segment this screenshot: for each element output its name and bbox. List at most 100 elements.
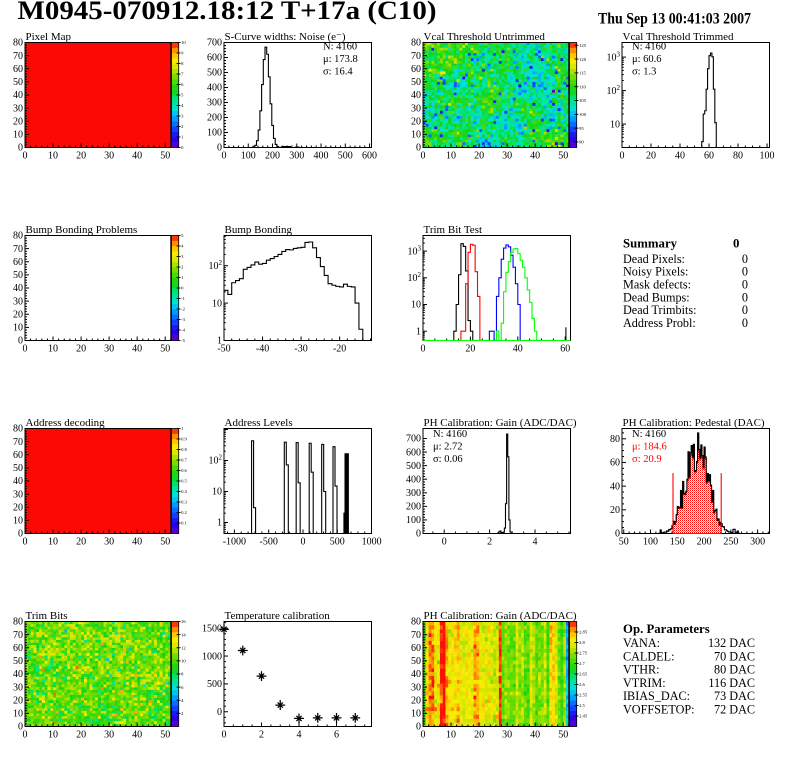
svg-text:Summary: Summary xyxy=(623,237,678,251)
svg-text:2.85: 2.85 xyxy=(579,630,588,635)
svg-text:500: 500 xyxy=(338,150,353,161)
svg-text:0: 0 xyxy=(742,278,748,292)
svg-text:20: 20 xyxy=(76,343,86,354)
svg-text:132 DAC: 132 DAC xyxy=(708,636,755,650)
svg-text:0: 0 xyxy=(181,286,184,291)
svg-text:50: 50 xyxy=(411,656,421,667)
svg-text:600: 600 xyxy=(207,53,222,64)
svg-text:150: 150 xyxy=(670,536,685,547)
svg-text:30: 30 xyxy=(104,729,114,740)
svg-text:60: 60 xyxy=(610,458,620,469)
svg-text:-500: -500 xyxy=(260,536,278,547)
svg-text:0: 0 xyxy=(23,729,28,740)
svg-text:20: 20 xyxy=(610,505,620,516)
svg-text:14: 14 xyxy=(181,632,186,637)
svg-text:116 DAC: 116 DAC xyxy=(708,676,755,690)
svg-text:600: 600 xyxy=(362,150,377,161)
svg-text:10: 10 xyxy=(411,709,421,720)
svg-text:12: 12 xyxy=(181,645,186,650)
svg-text:20: 20 xyxy=(646,150,656,161)
svg-text:0: 0 xyxy=(301,536,306,547)
svg-text:0.5: 0.5 xyxy=(181,479,187,484)
svg-text:M0945-070912.18:12 T+17a (C10): M0945-070912.18:12 T+17a (C10) xyxy=(18,0,437,25)
svg-text:80: 80 xyxy=(733,150,743,161)
svg-text:0.2: 0.2 xyxy=(181,510,187,515)
svg-text:10: 10 xyxy=(446,729,456,740)
svg-text:μ: 2.72: μ: 2.72 xyxy=(433,441,463,452)
svg-text:2.65: 2.65 xyxy=(579,672,588,677)
svg-text:100: 100 xyxy=(406,515,421,526)
svg-text:1: 1 xyxy=(416,326,421,337)
svg-text:0: 0 xyxy=(217,707,222,718)
svg-text:-2: -2 xyxy=(181,307,186,312)
svg-text:400: 400 xyxy=(207,83,222,94)
svg-text:20: 20 xyxy=(76,729,86,740)
svg-text:110: 110 xyxy=(579,84,586,89)
svg-text:2.45: 2.45 xyxy=(579,714,588,719)
svg-text:10: 10 xyxy=(411,130,421,141)
svg-text:0: 0 xyxy=(18,336,23,347)
svg-text:-4: -4 xyxy=(181,328,186,333)
svg-text:Noisy Pixels:: Noisy Pixels: xyxy=(623,265,688,279)
svg-text:Dead Bumps:: Dead Bumps: xyxy=(623,290,690,304)
svg-text:70: 70 xyxy=(13,437,23,448)
svg-text:20: 20 xyxy=(411,116,421,127)
svg-text:20: 20 xyxy=(13,116,23,127)
svg-text:Mask defects:: Mask defects: xyxy=(623,278,691,292)
svg-text:40: 40 xyxy=(13,476,23,487)
svg-text:0: 0 xyxy=(742,303,748,317)
svg-text:-1: -1 xyxy=(181,296,186,301)
svg-text:50: 50 xyxy=(13,77,23,88)
svg-text:σ: 16.4: σ: 16.4 xyxy=(323,66,353,77)
svg-text:200: 200 xyxy=(406,502,421,513)
svg-text:30: 30 xyxy=(104,150,114,161)
svg-text:40: 40 xyxy=(132,536,142,547)
svg-text:0: 0 xyxy=(442,536,447,547)
svg-text:20: 20 xyxy=(465,343,475,354)
svg-text:Bump Bonding Problems: Bump Bonding Problems xyxy=(26,224,138,236)
svg-text:70: 70 xyxy=(411,51,421,62)
svg-text:N: 4160: N: 4160 xyxy=(632,42,666,53)
svg-text:60: 60 xyxy=(13,450,23,461)
svg-text:10: 10 xyxy=(48,343,58,354)
svg-text:100: 100 xyxy=(241,150,256,161)
svg-text:40: 40 xyxy=(530,729,540,740)
svg-text:PH Calibration: Gain (ADC/DAC): PH Calibration: Gain (ADC/DAC) xyxy=(424,610,577,622)
svg-text:Address decoding: Address decoding xyxy=(26,417,106,429)
svg-text:0: 0 xyxy=(620,150,625,161)
svg-text:500: 500 xyxy=(207,68,222,79)
svg-text:20: 20 xyxy=(76,150,86,161)
svg-text:50: 50 xyxy=(160,343,170,354)
svg-text:80: 80 xyxy=(411,617,421,628)
svg-text:120: 120 xyxy=(579,57,587,62)
svg-text:Vcal Threshold Trimmed: Vcal Threshold Trimmed xyxy=(623,31,735,43)
svg-text:70 DAC: 70 DAC xyxy=(714,649,755,663)
svg-text:0: 0 xyxy=(615,529,620,540)
svg-text:σ: 20.9: σ: 20.9 xyxy=(632,454,662,465)
svg-text:600: 600 xyxy=(406,447,421,458)
svg-text:20: 20 xyxy=(411,695,421,706)
svg-text:0: 0 xyxy=(181,145,184,150)
svg-text:40: 40 xyxy=(13,90,23,101)
svg-text:-20: -20 xyxy=(333,343,346,354)
svg-text:50: 50 xyxy=(13,463,23,474)
svg-text:10: 10 xyxy=(13,323,23,334)
svg-text:4: 4 xyxy=(533,536,538,547)
svg-text:100: 100 xyxy=(760,150,775,161)
svg-text:60: 60 xyxy=(411,643,421,654)
svg-text:500: 500 xyxy=(406,461,421,472)
svg-text:0: 0 xyxy=(18,529,23,540)
svg-text:Bump Bonding: Bump Bonding xyxy=(225,224,293,236)
svg-text:2.6: 2.6 xyxy=(579,682,585,687)
svg-text:30: 30 xyxy=(13,103,23,114)
svg-text:115: 115 xyxy=(579,71,586,76)
svg-text:16: 16 xyxy=(181,619,186,624)
svg-text:50: 50 xyxy=(13,656,23,667)
svg-text:2.5: 2.5 xyxy=(579,703,585,708)
svg-text:50: 50 xyxy=(619,536,629,547)
svg-text:10: 10 xyxy=(446,150,456,161)
svg-text:60: 60 xyxy=(13,643,23,654)
svg-text:10: 10 xyxy=(212,487,222,498)
svg-text:400: 400 xyxy=(406,474,421,485)
svg-text:30: 30 xyxy=(104,343,114,354)
